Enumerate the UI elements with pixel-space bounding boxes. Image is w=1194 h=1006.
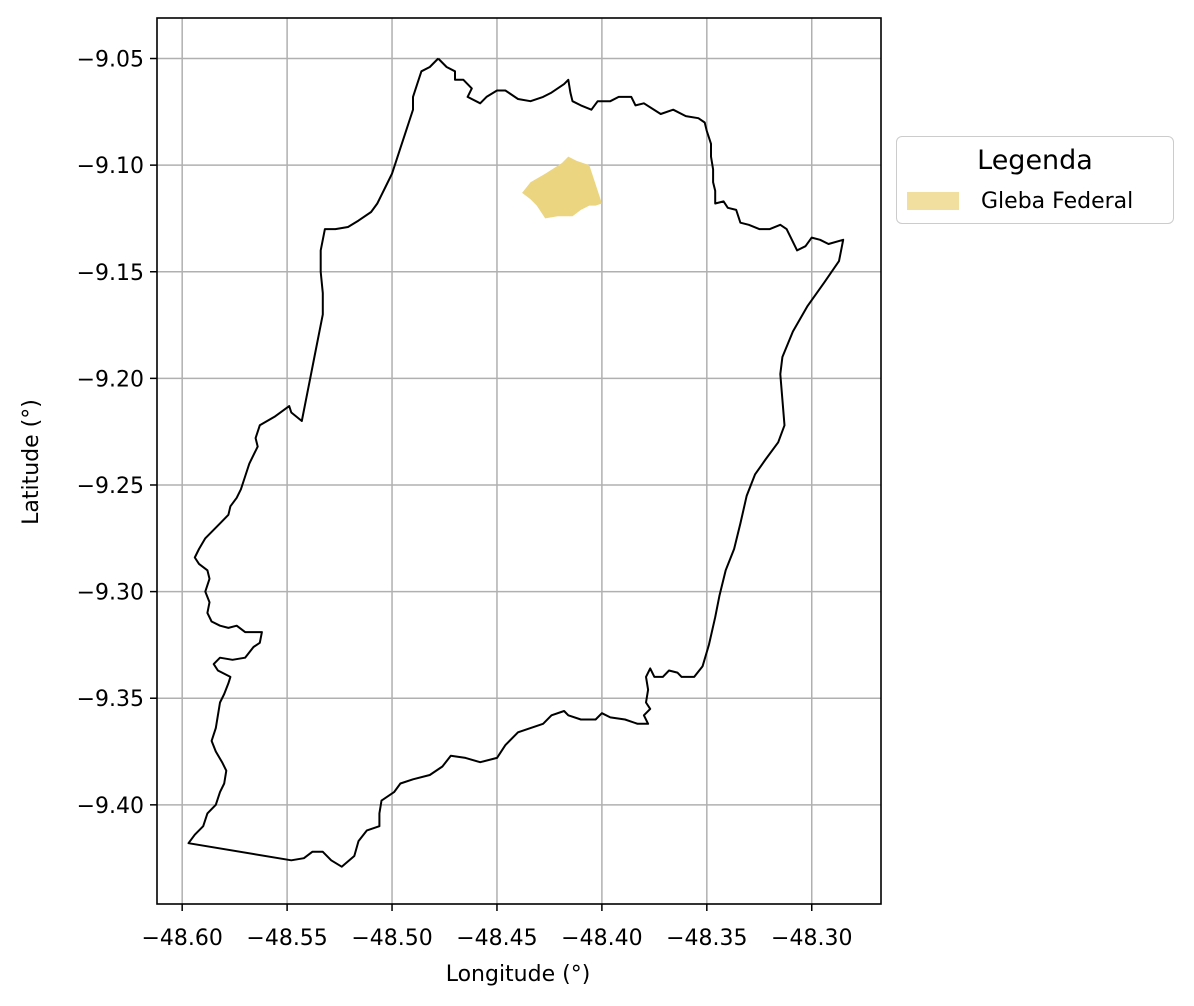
y-tick-label: −9.25 — [77, 474, 144, 499]
legend-item: Gleba Federal — [907, 189, 1167, 214]
x-tick-label: −48.55 — [246, 926, 327, 951]
y-axis-label: Latitude (°) — [19, 399, 44, 525]
x-tick-label: −48.45 — [456, 926, 537, 951]
x-axis-ticks: −48.60 −48.55 −48.50 −48.45 −48.40 −48.35 −48.… — [141, 904, 852, 951]
x-tick-label: −48.40 — [561, 926, 642, 951]
y-tick-label: −9.30 — [77, 581, 144, 606]
gleba-federal-area — [522, 156, 602, 219]
x-tick-label: −48.60 — [141, 926, 222, 951]
y-tick-label: −9.40 — [77, 794, 144, 819]
y-axis-ticks: −9.05 −9.10 −9.15 −9.20 −9.25 −9.30 −9.35 −9.40 — [77, 48, 157, 819]
legend: Legenda Gleba Federal — [896, 136, 1174, 224]
x-tick-label: −48.50 — [351, 926, 432, 951]
municipality-boundary — [187, 57, 845, 868]
y-tick-label: −9.35 — [77, 687, 144, 712]
legend-label: Gleba Federal — [981, 189, 1134, 214]
y-tick-label: −9.05 — [77, 48, 144, 73]
gridlines — [157, 18, 881, 904]
x-tick-label: −48.30 — [771, 926, 852, 951]
y-tick-label: −9.10 — [77, 154, 144, 179]
x-axis-label: Longitude (°) — [446, 962, 591, 987]
legend-title: Legenda — [977, 145, 1093, 176]
legend-swatch-gleba-federal — [907, 192, 959, 210]
y-tick-label: −9.15 — [77, 261, 144, 286]
plot-frame — [156, 17, 882, 905]
x-tick-label: −48.35 — [666, 926, 747, 951]
y-tick-label: −9.20 — [77, 367, 144, 392]
